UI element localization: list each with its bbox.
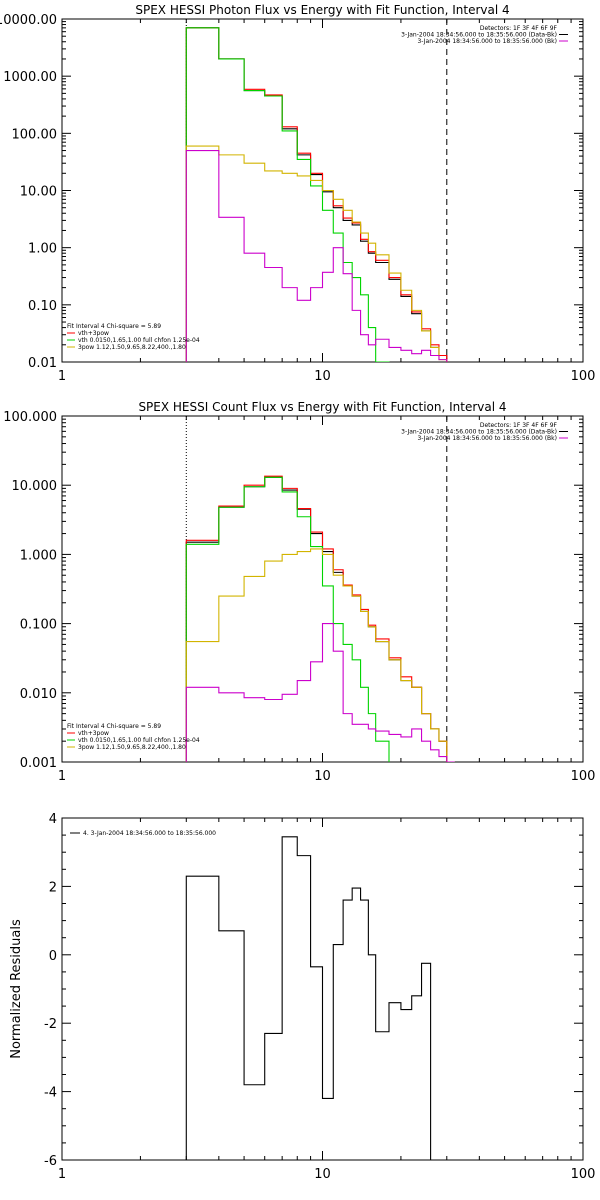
legend-top-entry: Detectors: 1F 3F 4F 6F 9F	[480, 422, 558, 429]
legend-bottom-entry: vth 0.0150,1.65,1.00 full chfon 1.25e-04	[78, 737, 200, 744]
x-tick-label: 1	[58, 369, 66, 384]
series-line-3	[185, 476, 390, 762]
x-tick-label: 1	[58, 1167, 66, 1182]
x-tick-label: 100	[571, 769, 596, 784]
legend-top-entry: 3-Jan-2004 18:34:56.000 to 18:35:56.000 …	[401, 429, 557, 436]
legend-bottom-entry: 3pow 1.12,1.50,9.65,8.22,400.,1.80	[78, 744, 186, 751]
legend-top-entry: 3-Jan-2004 18:34:56.000 to 18:35:56.000 …	[417, 38, 557, 45]
y-tick-label: 0.100	[20, 618, 57, 633]
x-tick-label: 10	[314, 1167, 331, 1182]
y-tick-label: 0.01	[28, 356, 57, 371]
legend-top-entry: 3-Jan-2004 18:34:56.000 to 18:35:56.000 …	[401, 32, 557, 39]
y-tick-label: 100.000	[3, 410, 57, 425]
legend-bottom-entry: vth 0.0150,1.65,1.00 full chfon 1.25e-04	[78, 337, 200, 344]
y-tick-label: 1.000	[20, 548, 57, 563]
series-line-2	[185, 27, 448, 362]
plot-frame	[61, 415, 584, 763]
y-tick-label: -4	[44, 1086, 57, 1101]
series-line-1	[185, 476, 455, 762]
legend-bottom-entry: vth+3pow	[78, 330, 109, 337]
y-tick-label: 2	[49, 880, 57, 895]
series-line-2	[185, 475, 455, 762]
plot-area	[185, 27, 448, 362]
legend-bottom-entry: Fit Interval 4 Chi-square = 5.89	[67, 323, 161, 330]
x-tick-label: 1	[58, 769, 66, 784]
legend-top-entry: Detectors: 1F 3F 4F 6F 9F	[480, 25, 558, 32]
plot-area	[185, 475, 455, 762]
y-tick-label: 10.00	[20, 185, 57, 200]
series-line-4	[185, 548, 455, 762]
series-line-1	[185, 836, 432, 1160]
y-tick-label: -2	[44, 1017, 57, 1032]
legend-bottom-entry: Fit Interval 4 Chi-square = 5.89	[67, 723, 161, 730]
y-tick-label: 0.001	[20, 756, 57, 771]
series-line-4	[185, 145, 448, 362]
legend-top-entry: 3-Jan-2004 18:34:56.000 to 18:35:56.000 …	[417, 435, 557, 442]
x-tick-label: 10	[314, 769, 331, 784]
chart-panel-3: 1 10 100 -6 -4 -2 0 2 4 Normalized Residuals 4. 3-…	[9, 812, 596, 1182]
x-tick-label: 100	[571, 369, 596, 384]
chart-panel-2: SPEX HESSI Count Flux vs Energy with Fit…	[3, 400, 596, 784]
y-tick-label: 0.10	[28, 299, 57, 314]
y-tick-label: 1.00	[28, 242, 57, 257]
chart-title: SPEX HESSI Photon Flux vs Energy with Fi…	[135, 3, 509, 17]
legend-entry: 4. 3-Jan-2004 18:34:56.000 to 18:35:56.0…	[83, 830, 216, 837]
chart-title: SPEX HESSI Count Flux vs Energy with Fit…	[138, 400, 506, 414]
legend-bottom-entry: vth+3pow	[78, 730, 109, 737]
y-tick-label: 1000.00	[3, 70, 57, 85]
y-tick-label: 100.00	[12, 127, 58, 142]
series-line-3	[185, 27, 390, 362]
y-axis-label: Normalized Residuals	[9, 919, 24, 1059]
y-tick-label: 10000.00	[0, 13, 57, 28]
chart-panel-1: SPEX HESSI Photon Flux vs Energy with Fi…	[0, 3, 596, 384]
series-line-5	[185, 149, 448, 362]
y-tick-label: 0	[49, 949, 57, 964]
y-tick-label: 10.000	[12, 479, 58, 494]
plot-area	[185, 836, 432, 1160]
y-tick-label: 4	[49, 812, 57, 827]
y-tick-label: -6	[44, 1154, 57, 1169]
series-line-5	[185, 623, 455, 762]
legend-bottom-entry: 3pow 1.12,1.50,9.65,8.22,400.,1.80	[78, 344, 186, 351]
y-tick-label: 0.010	[20, 687, 57, 702]
series-line-1	[185, 27, 448, 362]
x-tick-label: 10	[314, 369, 331, 384]
x-tick-label: 100	[571, 1167, 596, 1182]
